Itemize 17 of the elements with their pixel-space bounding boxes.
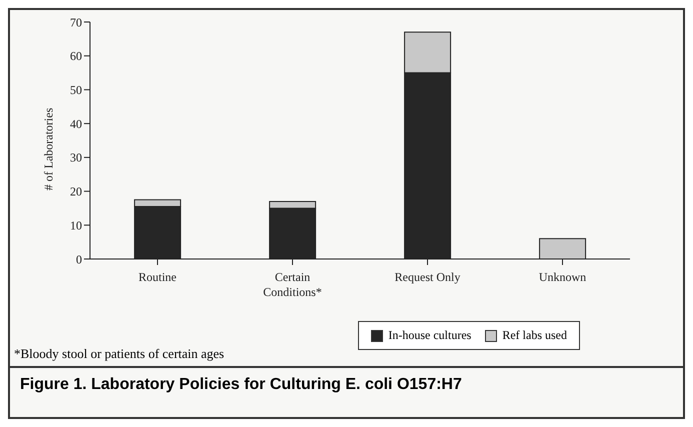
- y-tick-label: 60: [70, 49, 82, 64]
- x-tick-label: Unknown: [538, 270, 586, 284]
- x-tick-label: Routine: [138, 270, 176, 284]
- x-tick-label: Request Only: [394, 270, 460, 284]
- y-tick-label: 10: [70, 218, 82, 232]
- y-tick-label: 40: [70, 116, 82, 131]
- text: Figure 1. Laboratory Policies for Culturing E. coli O157:H7: [10, 366, 683, 402]
- y-tick-label: 30: [70, 150, 82, 165]
- y-tick-label: 50: [70, 82, 82, 97]
- text: *Bloody stool or patients of certain ages: [14, 346, 224, 362]
- legend-label: In-house cultures: [387, 328, 472, 343]
- y-tick-label: 20: [70, 184, 82, 199]
- y-axis-title: # of Laboratories: [41, 108, 56, 190]
- legend-label: Ref labs used: [501, 328, 567, 343]
- x-tick-label: Certain Conditions*: [263, 270, 322, 299]
- y-tick-label: 70: [70, 15, 82, 30]
- y-tick-label: 0: [76, 252, 82, 266]
